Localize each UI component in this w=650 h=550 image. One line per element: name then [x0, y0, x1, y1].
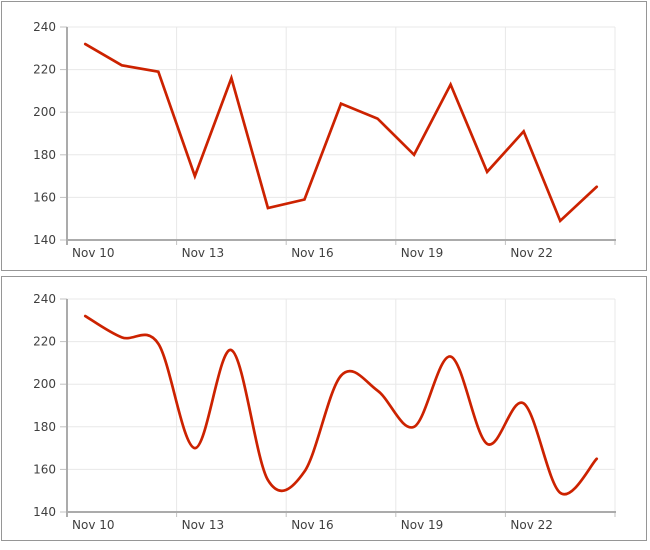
axis-labels: 140 160 180 200 220 240 Nov 10 Nov 13 Nov 16 Nov …: [33, 292, 553, 532]
line-chart-smoothed: 140 160 180 200 220 240 Nov 10 Nov 13 Nov 16 Nov …: [33, 292, 616, 532]
x-axis-label: Nov 22: [510, 518, 553, 532]
y-axis-label: 220: [33, 63, 56, 77]
x-axis-label: Nov 13: [182, 246, 225, 260]
y-axis-label: 240: [33, 20, 56, 34]
x-axis-label: Nov 16: [291, 518, 334, 532]
axes: [60, 26, 616, 245]
y-axis-label: 140: [33, 505, 56, 519]
y-axis-label: 180: [33, 420, 56, 434]
axis-labels: 140 160 180 200 220 240 Nov 10 Nov 13 Nov 16 Nov …: [33, 20, 553, 260]
x-axis-label: Nov 10: [72, 246, 115, 260]
linear-line-chart-panel: 140 160 180 200 220 240 Nov 10 Nov 13 Nov 16 Nov …: [1, 1, 647, 271]
smoothed-line-chart-panel: 140 160 180 200 220 240 Nov 10 Nov 13 Nov 16 Nov …: [1, 276, 647, 541]
x-axis-label: Nov 19: [401, 246, 444, 260]
y-axis-label: 160: [33, 462, 56, 476]
y-axis-label: 140: [33, 233, 56, 247]
x-axis-label: Nov 10: [72, 518, 115, 532]
y-axis-label: 200: [33, 105, 56, 119]
line-chart-linear: 140 160 180 200 220 240 Nov 10 Nov 13 Nov 16 Nov …: [33, 20, 616, 260]
y-axis-label: 180: [33, 148, 56, 162]
y-axis-label: 160: [33, 190, 56, 204]
x-axis-label: Nov 22: [510, 246, 553, 260]
gridlines: [67, 298, 616, 512]
series-line: [83, 42, 599, 224]
x-axis-label: Nov 16: [291, 246, 334, 260]
y-axis-label: 240: [33, 292, 56, 306]
y-axis-label: 200: [33, 377, 56, 391]
x-axis-label: Nov 19: [401, 518, 444, 532]
y-axis-label: 220: [33, 335, 56, 349]
gridlines: [67, 26, 616, 240]
series-line: [83, 314, 599, 496]
axes: [60, 298, 616, 517]
x-axis-label: Nov 13: [182, 518, 225, 532]
